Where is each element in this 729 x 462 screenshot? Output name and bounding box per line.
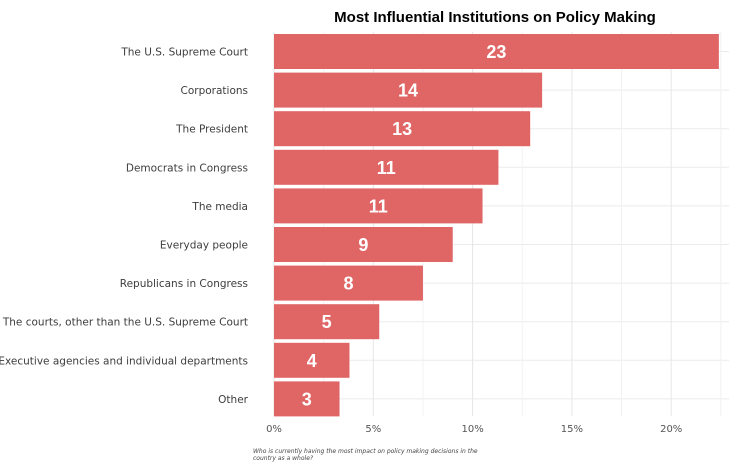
category-label: Republicans in Congress <box>120 278 248 290</box>
bar-value-label: 13 <box>392 119 412 139</box>
chart-title: Most Influential Institutions on Policy … <box>334 9 656 26</box>
category-label: The media <box>191 201 248 213</box>
x-tick-label: 15% <box>561 424 583 435</box>
category-labels: The U.S. Supreme Court Corporations The Pr… <box>0 47 249 406</box>
x-tick-label: 10% <box>461 424 483 435</box>
bar-value-label: 11 <box>369 196 388 216</box>
bar-value-label: 8 <box>343 274 353 294</box>
category-label: The courts, other than the U.S. Supreme … <box>2 317 248 329</box>
bar <box>274 227 453 262</box>
bar-value-label: 14 <box>398 81 418 101</box>
category-label: Other <box>218 394 248 406</box>
x-tick-label: 20% <box>660 424 682 435</box>
bar <box>274 304 380 340</box>
category-label: Executive agencies and individual depart… <box>0 355 248 367</box>
bar-value-label: 23 <box>486 42 506 62</box>
bar <box>274 149 499 185</box>
bar <box>274 34 719 69</box>
bar <box>274 188 483 224</box>
bar <box>274 265 423 301</box>
bar <box>274 111 531 147</box>
bar-value-label: 11 <box>377 158 396 178</box>
category-label: The President <box>175 124 248 136</box>
category-label: Everyday people <box>160 240 248 252</box>
x-tick-label: 0% <box>266 424 282 435</box>
bar-value-label: 9 <box>358 235 368 255</box>
bar <box>274 342 350 378</box>
category-label: Democrats in Congress <box>126 162 248 174</box>
x-tick-label: 5% <box>365 424 381 435</box>
bar-value-label: 4 <box>307 351 317 371</box>
bar <box>274 381 340 417</box>
category-label: The U.S. Supreme Court <box>120 47 248 59</box>
x-axis-ticks: 0% 5% 10% 15% 20% <box>266 424 682 435</box>
bar <box>274 72 543 108</box>
chart-caption: Who is currently having the most impact … <box>253 448 478 462</box>
bar-value-label: 5 <box>322 312 332 332</box>
category-label: Corporations <box>181 85 249 97</box>
bar-value-label: 3 <box>302 389 312 409</box>
